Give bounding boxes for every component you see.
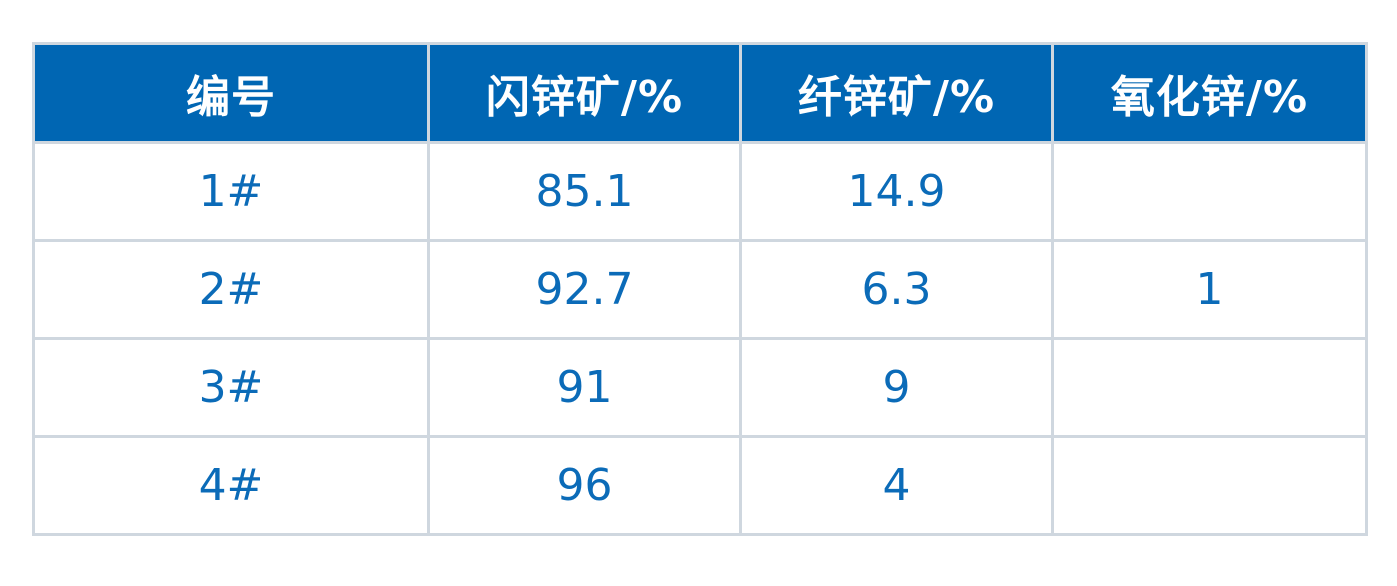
cell-zinc-oxide xyxy=(1051,141,1368,242)
header-cell-zinc-oxide: 氧化锌/% xyxy=(1051,42,1368,144)
cell-wurtzite: 9 xyxy=(739,337,1054,438)
cell-wurtzite: 14.9 xyxy=(739,141,1054,242)
cell-id: 1# xyxy=(32,141,430,242)
table-row: 4# 96 4 xyxy=(32,435,1368,536)
cell-zinc-oxide: 1 xyxy=(1051,239,1368,340)
data-table-container: 编号 闪锌矿/% 纤锌矿/% 氧化锌/% 1# 85.1 14.9 2# 92.… xyxy=(32,42,1368,536)
cell-id: 2# xyxy=(32,239,430,340)
table-row: 2# 92.7 6.3 1 xyxy=(32,239,1368,340)
cell-sphalerite: 85.1 xyxy=(427,141,742,242)
composition-table: 编号 闪锌矿/% 纤锌矿/% 氧化锌/% 1# 85.1 14.9 2# 92.… xyxy=(32,42,1368,536)
cell-id: 4# xyxy=(32,435,430,536)
cell-sphalerite: 96 xyxy=(427,435,742,536)
table-header-row: 编号 闪锌矿/% 纤锌矿/% 氧化锌/% xyxy=(32,42,1368,144)
cell-sphalerite: 92.7 xyxy=(427,239,742,340)
cell-sphalerite: 91 xyxy=(427,337,742,438)
table-row: 1# 85.1 14.9 xyxy=(32,141,1368,242)
cell-zinc-oxide xyxy=(1051,337,1368,438)
cell-wurtzite: 6.3 xyxy=(739,239,1054,340)
header-cell-id: 编号 xyxy=(32,42,430,144)
cell-wurtzite: 4 xyxy=(739,435,1054,536)
header-cell-sphalerite: 闪锌矿/% xyxy=(427,42,742,144)
header-cell-wurtzite: 纤锌矿/% xyxy=(739,42,1054,144)
cell-zinc-oxide xyxy=(1051,435,1368,536)
table-row: 3# 91 9 xyxy=(32,337,1368,438)
cell-id: 3# xyxy=(32,337,430,438)
